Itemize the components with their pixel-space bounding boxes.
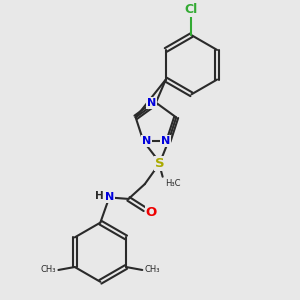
Text: Cl: Cl <box>185 3 198 16</box>
Text: N: N <box>142 136 151 146</box>
Text: H: H <box>95 191 104 201</box>
Text: N: N <box>161 136 170 146</box>
Text: CH₃: CH₃ <box>40 266 56 274</box>
Text: CH₃: CH₃ <box>145 266 160 274</box>
Text: H₃C: H₃C <box>165 179 181 188</box>
Text: O: O <box>146 206 157 219</box>
Text: N: N <box>147 98 156 108</box>
Text: S: S <box>155 157 164 170</box>
Text: N: N <box>105 192 115 203</box>
